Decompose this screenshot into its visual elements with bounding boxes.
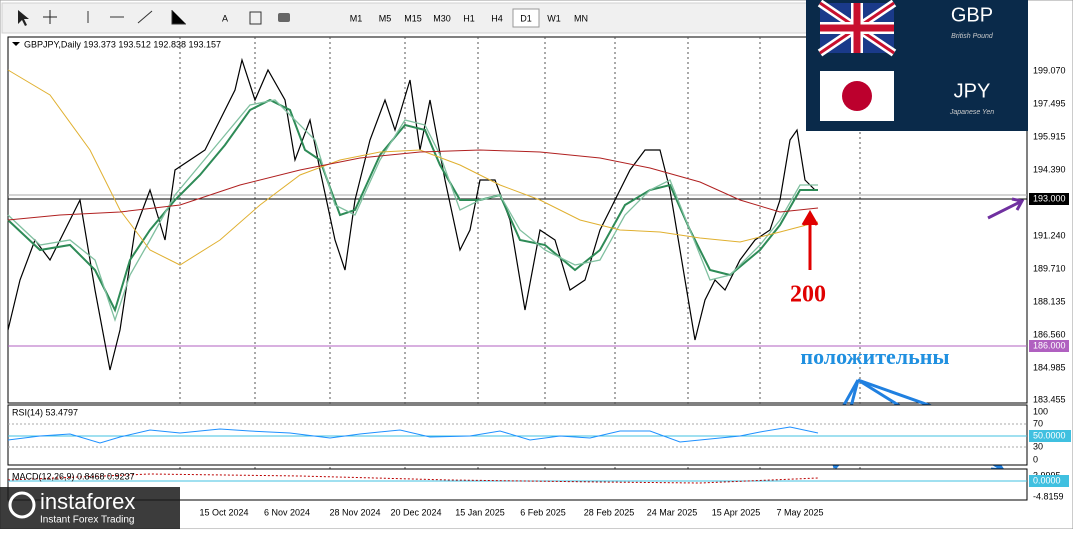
draw-tools[interactable] [87,10,186,25]
price-label: 184.985 [1033,362,1066,372]
date-label: 6 Feb 2025 [520,507,566,517]
price-label: 186.560 [1033,329,1066,339]
label-tool[interactable] [249,11,262,25]
timeframe-button[interactable]: M15 [404,13,422,23]
rsi-panel [7,404,1028,466]
timeframe-button[interactable]: MN [574,13,588,23]
rsi-level: 30 [1033,441,1043,451]
timeframe-button[interactable]: M30 [433,13,451,23]
chart-header: GBPJPY,Daily 193.373 193.512 192.838 193… [24,39,221,49]
price-label: 189.710 [1033,263,1066,273]
rsi-level: 100 [1033,406,1048,416]
rsi-level: 50.0000 [1033,430,1066,440]
crosshair-tool[interactable] [43,10,57,24]
price-label: 199.070 [1033,65,1066,75]
watermark-brand: instaforex [40,489,135,514]
price-marker [1029,193,1069,205]
date-label: 15 Apr 2025 [712,507,761,517]
price-label: 188.135 [1033,296,1066,306]
timeframe-button[interactable]: D1 [520,13,532,23]
macd-level: 0.0000 [1033,475,1061,485]
timeframe-button[interactable]: W1 [547,13,561,23]
date-label: 28 Nov 2024 [329,507,380,517]
purple-arrow [987,197,1025,220]
price-label: 186.000 [1033,340,1066,350]
date-label: 15 Jan 2025 [455,507,505,517]
macd-marker [1029,475,1069,487]
price-label: 191.240 [1033,230,1066,240]
rsi-label: RSI(14) 53.4797 [12,407,78,417]
text-tool[interactable]: A [222,13,228,23]
price-label: 183.455 [1033,394,1066,404]
rsi-annotation: положительны [800,344,949,369]
rsi-level: 70 [1033,418,1043,428]
sma-200 [7,149,819,221]
date-label: 15 Oct 2024 [199,507,248,517]
watermark-tagline: Instant Forex Trading [40,515,135,526]
timeframe-button[interactable]: H4 [491,13,503,23]
watermark-bg [0,487,180,529]
quote-currency-name: Japanese Yen [949,109,994,116]
base-currency-name: British Pound [951,33,994,40]
rsi-line [7,426,819,444]
watermark-icon [8,491,36,519]
timeframe-button[interactable]: M5 [379,13,392,23]
price-marker [1029,340,1069,352]
price-label: 197.495 [1033,98,1066,108]
cursor-tool[interactable] [18,10,29,26]
macd-label: MACD(12,26,9) 0.8468 0.9237 [12,471,135,481]
base-currency: GBP [951,4,993,26]
date-label: 7 May 2025 [776,507,823,517]
shape-tool[interactable] [278,13,290,22]
date-label: 6 Nov 2024 [264,507,310,517]
ema-slow [7,99,818,323]
quote-currency: JPY [954,80,991,102]
date-label: 20 Dec 2024 [390,507,441,517]
ma-annotation: 200 [790,282,826,308]
active-timeframe [512,8,540,28]
date-label: 28 Feb 2025 [584,507,635,517]
timeframe-button[interactable]: M1 [350,13,363,23]
price-label: 194.390 [1033,164,1066,174]
price-label: 195.915 [1033,131,1066,141]
rsi-marker [1029,430,1071,442]
price-label: 193.000 [1033,193,1066,203]
rsi-level: 0 [1033,454,1038,464]
red-arrow [801,210,819,270]
toolbar [1,2,808,34]
macd-level: -4.8159 [1033,491,1064,501]
sma-100 [7,69,819,266]
timeframe-button[interactable]: H1 [463,13,475,23]
date-label: 24 Mar 2025 [647,507,698,517]
macd-signal [7,473,819,484]
